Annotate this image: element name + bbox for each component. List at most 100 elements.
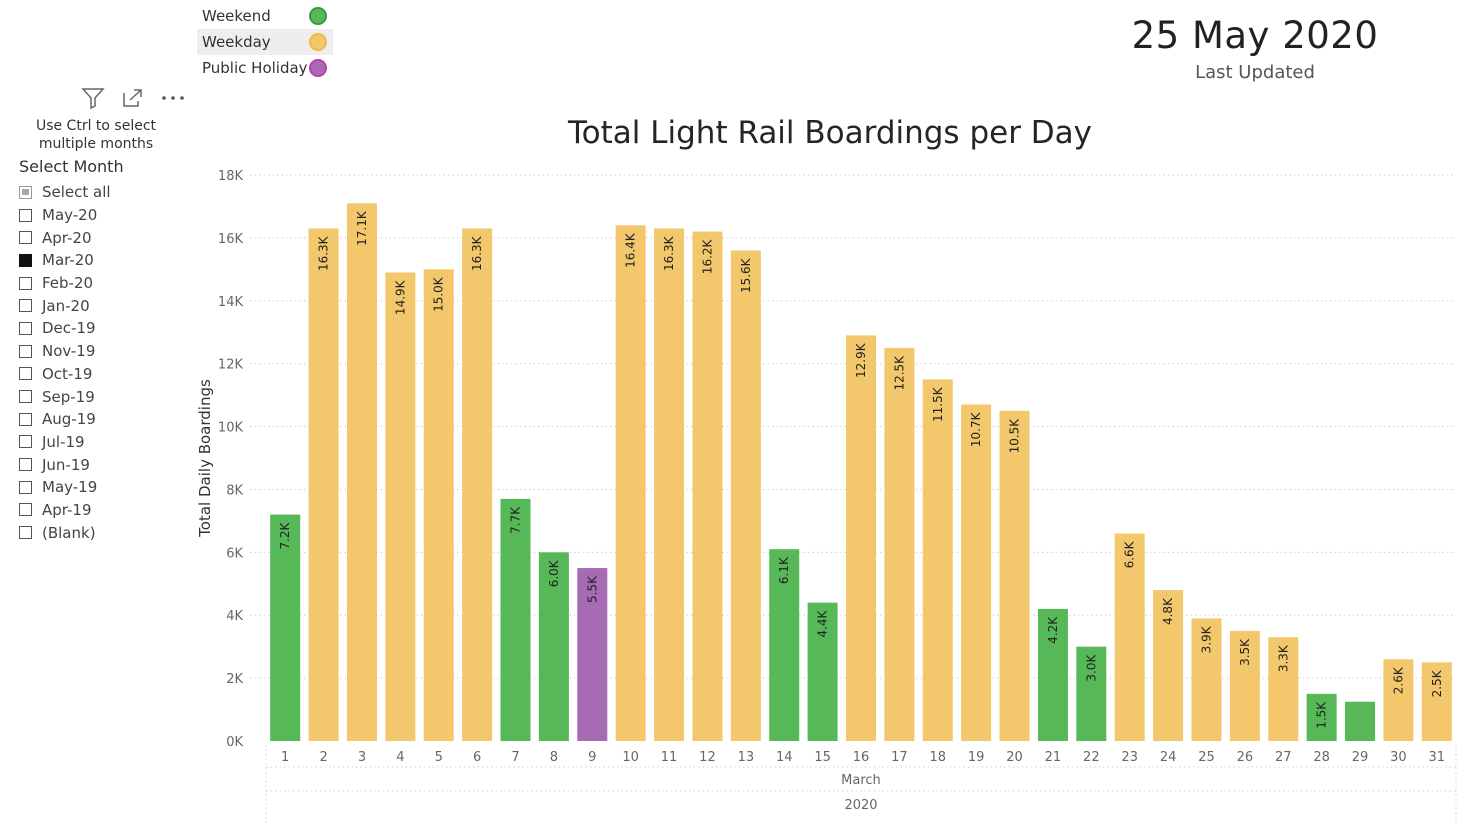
slicer-option[interactable]: Mar-20 — [19, 249, 111, 272]
bar-day-18[interactable] — [922, 379, 953, 741]
slicer-checkbox[interactable] — [19, 208, 32, 222]
bar-day-14[interactable] — [769, 549, 800, 741]
bar-day-6[interactable] — [462, 228, 493, 741]
bar-day-5[interactable] — [423, 269, 454, 741]
bar-day-9[interactable] — [577, 568, 608, 741]
bar-day-4[interactable] — [385, 272, 416, 741]
x-tick-label: 1 — [281, 750, 289, 765]
slicer-checkbox[interactable] — [19, 231, 32, 245]
slicer-option[interactable]: Nov-19 — [19, 340, 111, 363]
slicer-option[interactable]: Jul-19 — [19, 431, 111, 454]
x-tick-label: 14 — [776, 750, 793, 765]
bar-day-19[interactable] — [961, 404, 992, 741]
slicer-title: Select Month — [19, 157, 124, 176]
legend-item-weekday[interactable]: Weekday — [197, 29, 333, 55]
legend-swatch — [309, 7, 327, 25]
slicer-checkbox[interactable] — [19, 185, 32, 199]
slicer-option[interactable]: Apr-19 — [19, 499, 111, 522]
slicer-option[interactable]: Jan-20 — [19, 294, 111, 317]
slicer-option[interactable]: Sep-19 — [19, 385, 111, 408]
slicer-checkbox[interactable] — [19, 390, 32, 404]
last-updated-label: Last Updated — [1195, 62, 1315, 83]
x-tick-label: 17 — [891, 750, 908, 765]
bar-day-7[interactable] — [500, 498, 531, 741]
chart-title: Total Light Rail Boardings per Day — [567, 115, 1093, 151]
filter-icon[interactable] — [80, 86, 106, 110]
bar-day-15[interactable] — [807, 602, 838, 741]
slicer-checkbox[interactable] — [19, 526, 32, 540]
bar-day-21[interactable] — [1037, 608, 1068, 741]
slicer-option[interactable]: May-19 — [19, 476, 111, 499]
x-tick-label: 10 — [622, 750, 639, 765]
bar-day-8[interactable] — [538, 552, 569, 741]
bar-day-12[interactable] — [692, 231, 723, 741]
bar-day-11[interactable] — [654, 228, 685, 741]
bar-day-2[interactable] — [308, 228, 339, 741]
bar-day-30[interactable] — [1383, 659, 1414, 741]
slicer-option[interactable]: (Blank) — [19, 521, 111, 544]
x-tick-label: 29 — [1352, 750, 1369, 765]
bar-day-24[interactable] — [1153, 590, 1184, 741]
slicer-option-label: Jan-20 — [42, 296, 90, 315]
data-label: 14.9K — [393, 279, 407, 315]
slicer-checkbox[interactable] — [19, 503, 32, 517]
focus-mode-icon[interactable] — [120, 86, 146, 110]
bar-day-28[interactable] — [1306, 693, 1337, 741]
bar-day-29[interactable] — [1345, 701, 1376, 741]
slicer-option[interactable]: Oct-19 — [19, 363, 111, 386]
more-options-icon[interactable] — [160, 86, 186, 110]
y-tick-label: 8K — [226, 483, 243, 498]
slicer-checkbox[interactable] — [19, 480, 32, 494]
slicer-option[interactable]: Dec-19 — [19, 317, 111, 340]
x-tick-label: 13 — [738, 750, 755, 765]
y-tick-label: 16K — [218, 232, 244, 247]
bar-day-1[interactable] — [270, 514, 301, 741]
y-tick-label: 10K — [218, 421, 244, 436]
bar-day-31[interactable] — [1421, 662, 1452, 741]
slicer-checkbox[interactable] — [19, 276, 32, 290]
slicer-hint-line2: multiple months — [38, 136, 154, 152]
bar-day-16[interactable] — [846, 335, 876, 741]
slicer-checkbox[interactable] — [19, 367, 32, 381]
legend-item-weekend[interactable]: Weekend — [197, 3, 333, 29]
data-label: 15.0K — [432, 276, 446, 312]
slicer-checkbox[interactable] — [19, 344, 32, 358]
data-label: 1.5K — [1315, 701, 1329, 729]
slicer-checkbox[interactable] — [19, 299, 32, 313]
bar-day-25[interactable] — [1191, 618, 1222, 741]
legend-item-public-holiday[interactable]: Public Holiday — [197, 55, 333, 81]
slicer-option[interactable]: May-20 — [19, 204, 111, 227]
slicer-checkbox[interactable] — [19, 435, 32, 449]
bar-day-22[interactable] — [1076, 646, 1107, 741]
bar-day-17[interactable] — [884, 347, 915, 741]
legend-item-label: Weekday — [202, 33, 271, 51]
slicer-option[interactable]: Select all — [19, 181, 111, 204]
bar-day-20[interactable] — [999, 410, 1030, 741]
x-tick-label: 6 — [473, 750, 481, 765]
bar-day-10[interactable] — [615, 225, 646, 742]
slicer-checkbox[interactable] — [19, 321, 32, 335]
data-label: 10.7K — [969, 411, 983, 447]
data-label: 7.2K — [278, 521, 292, 549]
x-tick-label: 7 — [511, 750, 519, 765]
data-label: 17.1K — [355, 210, 369, 246]
slicer-option[interactable]: Aug-19 — [19, 408, 111, 431]
x-tick-label: 30 — [1390, 750, 1407, 765]
slicer-option-label: Feb-20 — [42, 274, 94, 293]
bar-day-13[interactable] — [730, 250, 761, 741]
slicer-option-label: Apr-19 — [42, 500, 92, 519]
bar-day-26[interactable] — [1229, 630, 1260, 741]
slicer-toolbar — [80, 86, 186, 110]
slicer-checkbox[interactable] — [19, 412, 32, 426]
slicer-checkbox[interactable] — [19, 458, 32, 472]
bar-day-27[interactable] — [1268, 637, 1299, 741]
slicer-checkbox[interactable] — [19, 253, 32, 267]
slicer-option[interactable]: Jun-19 — [19, 453, 111, 476]
bar-day-23[interactable] — [1114, 533, 1145, 741]
slicer-option-label: Mar-20 — [42, 251, 94, 270]
bar-day-3[interactable] — [346, 203, 377, 742]
slicer-option[interactable]: Feb-20 — [19, 272, 111, 295]
slicer-option[interactable]: Apr-20 — [19, 226, 111, 249]
data-label: 3.3K — [1276, 644, 1290, 672]
x-tick-label: 12 — [699, 750, 716, 765]
